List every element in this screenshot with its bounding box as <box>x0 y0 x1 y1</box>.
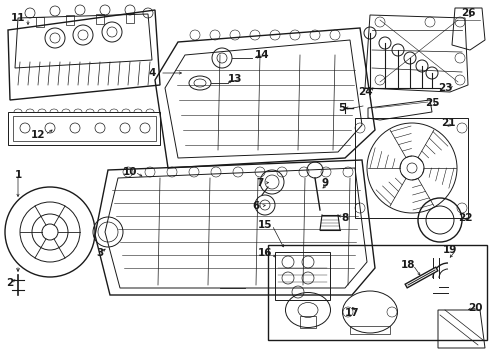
Text: 9: 9 <box>321 178 329 188</box>
Bar <box>66 15 74 25</box>
Text: 2: 2 <box>6 278 14 288</box>
Bar <box>126 13 134 23</box>
Text: 5: 5 <box>339 103 345 113</box>
Bar <box>96 14 104 24</box>
Text: 11: 11 <box>11 13 25 23</box>
Text: 21: 21 <box>441 118 455 128</box>
Text: 20: 20 <box>468 303 482 313</box>
Text: 17: 17 <box>344 308 359 318</box>
Text: 26: 26 <box>461 8 475 18</box>
Bar <box>36 17 44 27</box>
Text: 23: 23 <box>438 83 452 93</box>
Bar <box>300 316 316 328</box>
Bar <box>268 245 487 340</box>
Text: 16: 16 <box>258 248 272 258</box>
Text: 18: 18 <box>401 260 415 270</box>
Text: 4: 4 <box>148 68 156 78</box>
Text: 8: 8 <box>342 213 348 223</box>
Text: 22: 22 <box>458 213 472 223</box>
Text: 10: 10 <box>123 167 137 177</box>
Text: 25: 25 <box>425 98 439 108</box>
Text: 7: 7 <box>256 178 264 188</box>
Text: 19: 19 <box>443 245 457 255</box>
Text: 12: 12 <box>31 130 45 140</box>
Text: 1: 1 <box>14 170 22 180</box>
Text: 3: 3 <box>97 248 103 258</box>
Text: 6: 6 <box>252 201 260 211</box>
Text: 13: 13 <box>228 74 242 84</box>
Text: 15: 15 <box>258 220 272 230</box>
Text: 24: 24 <box>358 87 372 97</box>
Text: 14: 14 <box>255 50 270 60</box>
